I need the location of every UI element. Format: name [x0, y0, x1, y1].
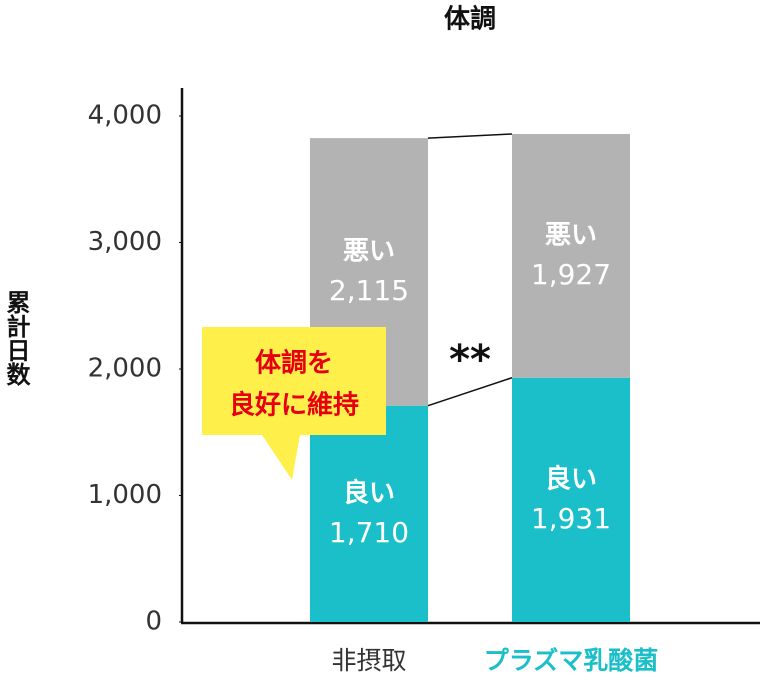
callout-box — [202, 327, 386, 480]
y-tick-label: 1,000 — [88, 480, 162, 510]
segment-name: 良い — [545, 463, 597, 494]
y-tick-label: 2,000 — [88, 354, 162, 384]
y-tick-label: 3,000 — [88, 227, 162, 257]
bar-segment — [512, 377, 630, 622]
data-label: 2,115 — [329, 274, 409, 307]
segment-name: 良い — [343, 477, 395, 508]
callout-text: 良好に維持 — [229, 390, 359, 421]
y-tick-label: 4,000 — [88, 101, 162, 131]
data-label: 1,927 — [531, 258, 611, 291]
bar-segment — [512, 133, 630, 378]
segment-name: 悪い — [545, 220, 597, 250]
x-tick-label: プラズマ乳酸菌 — [484, 646, 659, 675]
segment-name: 悪い — [343, 236, 395, 266]
data-label: 1,710 — [329, 516, 409, 549]
x-tick-label: 非摂取 — [331, 646, 406, 675]
significance: ** — [449, 337, 491, 383]
data-label: 1,931 — [531, 502, 611, 535]
connector — [427, 133, 513, 139]
connector — [427, 377, 513, 407]
chart-title: 体調 — [444, 4, 496, 35]
y-axis-label: 累計日数 — [2, 290, 30, 387]
bar-segment — [310, 405, 428, 622]
y-tick-label: 0 — [145, 607, 162, 637]
callout-text: 体調を — [255, 348, 333, 379]
